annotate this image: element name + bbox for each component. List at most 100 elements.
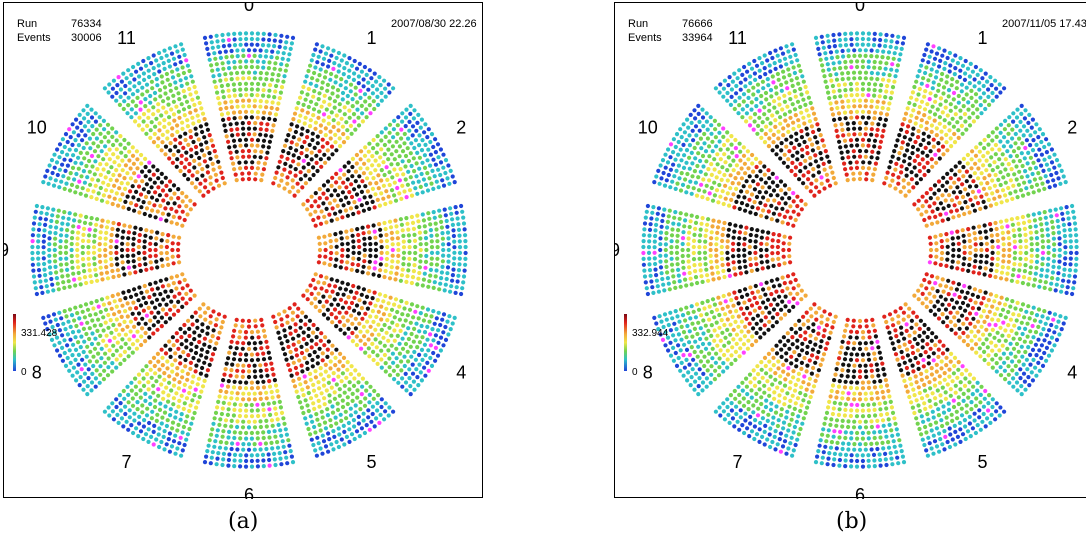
pixel-hit <box>142 239 147 244</box>
pixel-hit <box>282 421 287 426</box>
pixel-hit <box>1029 311 1034 316</box>
pixel-hit <box>126 259 131 264</box>
pixel-hit <box>73 357 78 362</box>
pixel-hit <box>932 56 938 61</box>
pixel-hit <box>375 87 380 92</box>
pixel-hit <box>984 158 989 163</box>
pixel-hit <box>325 316 331 321</box>
pixel-hit <box>282 74 287 79</box>
pixel-hit <box>114 178 119 183</box>
pixel-hit <box>951 305 956 310</box>
pixel-hit <box>62 309 67 314</box>
pixel-hit <box>188 360 193 365</box>
pixel-hit <box>1062 228 1067 233</box>
pixel-hit <box>308 118 313 123</box>
pixel-hit <box>433 150 438 155</box>
pixel-hit <box>301 84 306 90</box>
pixel-hit <box>120 254 125 259</box>
pixel-hit <box>445 265 451 270</box>
pixel-hit <box>303 380 308 385</box>
pixel-hit <box>146 387 151 392</box>
pixel-hit <box>877 145 882 150</box>
pixel-hit <box>241 442 246 447</box>
pixel-hit <box>846 54 851 59</box>
pixel-hit <box>927 215 932 220</box>
pixel-hit <box>177 115 182 120</box>
pixel-hit <box>994 94 999 99</box>
pixel-hit <box>413 250 418 256</box>
pixel-hit <box>223 100 228 105</box>
pixel-hit <box>232 167 237 172</box>
pixel-hit <box>1066 279 1071 284</box>
color-scale-max: 331.428 <box>21 328 58 339</box>
pixel-hit <box>106 356 111 361</box>
pixel-hit <box>1052 312 1058 317</box>
pixel-hit <box>31 227 36 232</box>
pixel-hit <box>1022 339 1027 344</box>
pixel-hit <box>59 227 64 232</box>
pixel-hit <box>396 253 401 258</box>
pixel-hit <box>299 405 304 410</box>
pixel-hit <box>383 134 388 139</box>
run-number: 76334 <box>71 18 102 30</box>
pixel-hit <box>207 362 212 367</box>
pixel-hit <box>134 203 139 208</box>
pixel-hit <box>883 117 888 122</box>
pixel-hit <box>339 437 344 442</box>
pixel-hit <box>428 139 433 145</box>
pixel-hit <box>276 165 281 170</box>
pixel-hit <box>415 304 420 309</box>
pixel-hit <box>170 362 175 367</box>
pixel-hit <box>264 446 269 452</box>
pixel-hit <box>1027 316 1032 321</box>
pixel-hit <box>163 320 168 325</box>
pixel-hit <box>931 80 936 85</box>
pixel-hit <box>988 203 993 208</box>
pixel-hit <box>956 241 961 246</box>
pixel-hit <box>417 224 422 230</box>
pixel-hit <box>1062 261 1067 267</box>
pixel-hit <box>79 321 84 326</box>
pixel-hit <box>152 203 157 208</box>
pixel-hit <box>116 75 121 80</box>
pixel-hit <box>417 362 422 367</box>
pixel-hit <box>998 90 1003 95</box>
pixel-hit <box>930 104 935 109</box>
pixel-hit <box>121 388 126 394</box>
pixel-hit <box>137 238 142 244</box>
pixel-hit <box>53 317 58 322</box>
pixel-hit <box>334 315 339 320</box>
pixel-hit <box>1015 388 1020 393</box>
pixel-hit <box>59 179 64 184</box>
pixel-hit <box>155 144 160 149</box>
pixel-hit <box>272 451 277 456</box>
pixel-hit <box>390 247 395 253</box>
pixel-hit <box>125 181 130 186</box>
pixel-hit <box>1040 250 1046 255</box>
pixel-hit <box>164 302 169 307</box>
pixel-hit <box>1010 368 1015 373</box>
pixel-hit <box>989 268 994 273</box>
pixel-hit <box>73 138 78 143</box>
pixel-hit <box>1054 324 1059 330</box>
pixel-hit <box>870 149 875 154</box>
pixel-hit <box>433 358 438 363</box>
pixel-hit <box>171 93 176 98</box>
pixel-hit <box>1031 160 1036 165</box>
pixel-hit <box>367 354 372 359</box>
pixel-hit <box>907 306 912 311</box>
pixel-hit <box>243 414 249 419</box>
pixel-hit <box>170 426 175 431</box>
pixel-hit <box>231 413 236 418</box>
pixel-hit <box>990 250 995 255</box>
pixel-hit <box>323 51 329 56</box>
pixel-hit <box>76 352 81 357</box>
pixel-hit <box>249 414 255 419</box>
pixel-hit <box>124 419 129 424</box>
pixel-hit <box>229 390 234 395</box>
pixel-hit <box>890 85 896 90</box>
pixel-hit <box>140 368 145 373</box>
pixel-hit <box>190 322 195 327</box>
pixel-hit <box>949 265 954 270</box>
pixel-hit <box>1008 154 1013 159</box>
